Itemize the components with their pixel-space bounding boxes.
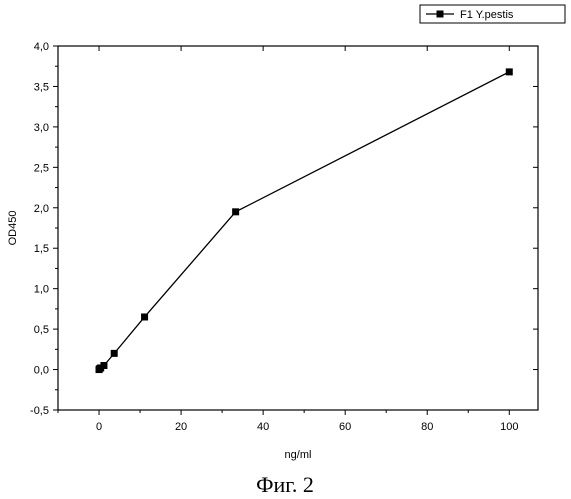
legend: F1 Y.pestis (420, 5, 565, 23)
series-line (99, 72, 509, 370)
x-tick-label: 40 (257, 421, 269, 433)
y-tick-label: 2,0 (34, 203, 49, 215)
legend-marker (437, 11, 444, 18)
y-tick-label: 3,0 (34, 122, 49, 134)
y-tick-label: 0,5 (34, 324, 49, 336)
caption: Фиг. 2 (256, 472, 314, 497)
x-tick-label: 100 (500, 421, 518, 433)
y-tick-label: 1,0 (34, 284, 49, 296)
plot-area (96, 68, 513, 373)
data-point (232, 208, 239, 215)
data-point (111, 350, 118, 357)
y-tick-label: 1,5 (34, 243, 49, 255)
legend-label: F1 Y.pestis (460, 9, 514, 21)
data-point (141, 313, 148, 320)
y-tick-label: 0,0 (34, 365, 49, 377)
x-tick-label: 60 (339, 421, 351, 433)
x-axis-title: ng/ml (285, 449, 312, 461)
axes: 0 20 40 60 80 100 -0,5 0,0 0,5 1,0 1,5 2,0 2,5 3,0 3,5… (7, 41, 538, 461)
y-tick-label: 2,5 (34, 162, 49, 174)
x-tick-label: 20 (175, 421, 187, 433)
y-tick-label: -0,5 (30, 405, 49, 417)
y-tick-label: 3,5 (34, 81, 49, 93)
plot-frame (58, 46, 538, 410)
data-point (506, 68, 513, 75)
x-tick-label: 0 (96, 421, 102, 433)
data-point (100, 362, 107, 369)
y-axis-title: OD450 (7, 211, 19, 246)
series-0 (96, 68, 513, 373)
y-tick-label: 4,0 (34, 41, 49, 53)
x-tick-label: 80 (421, 421, 433, 433)
